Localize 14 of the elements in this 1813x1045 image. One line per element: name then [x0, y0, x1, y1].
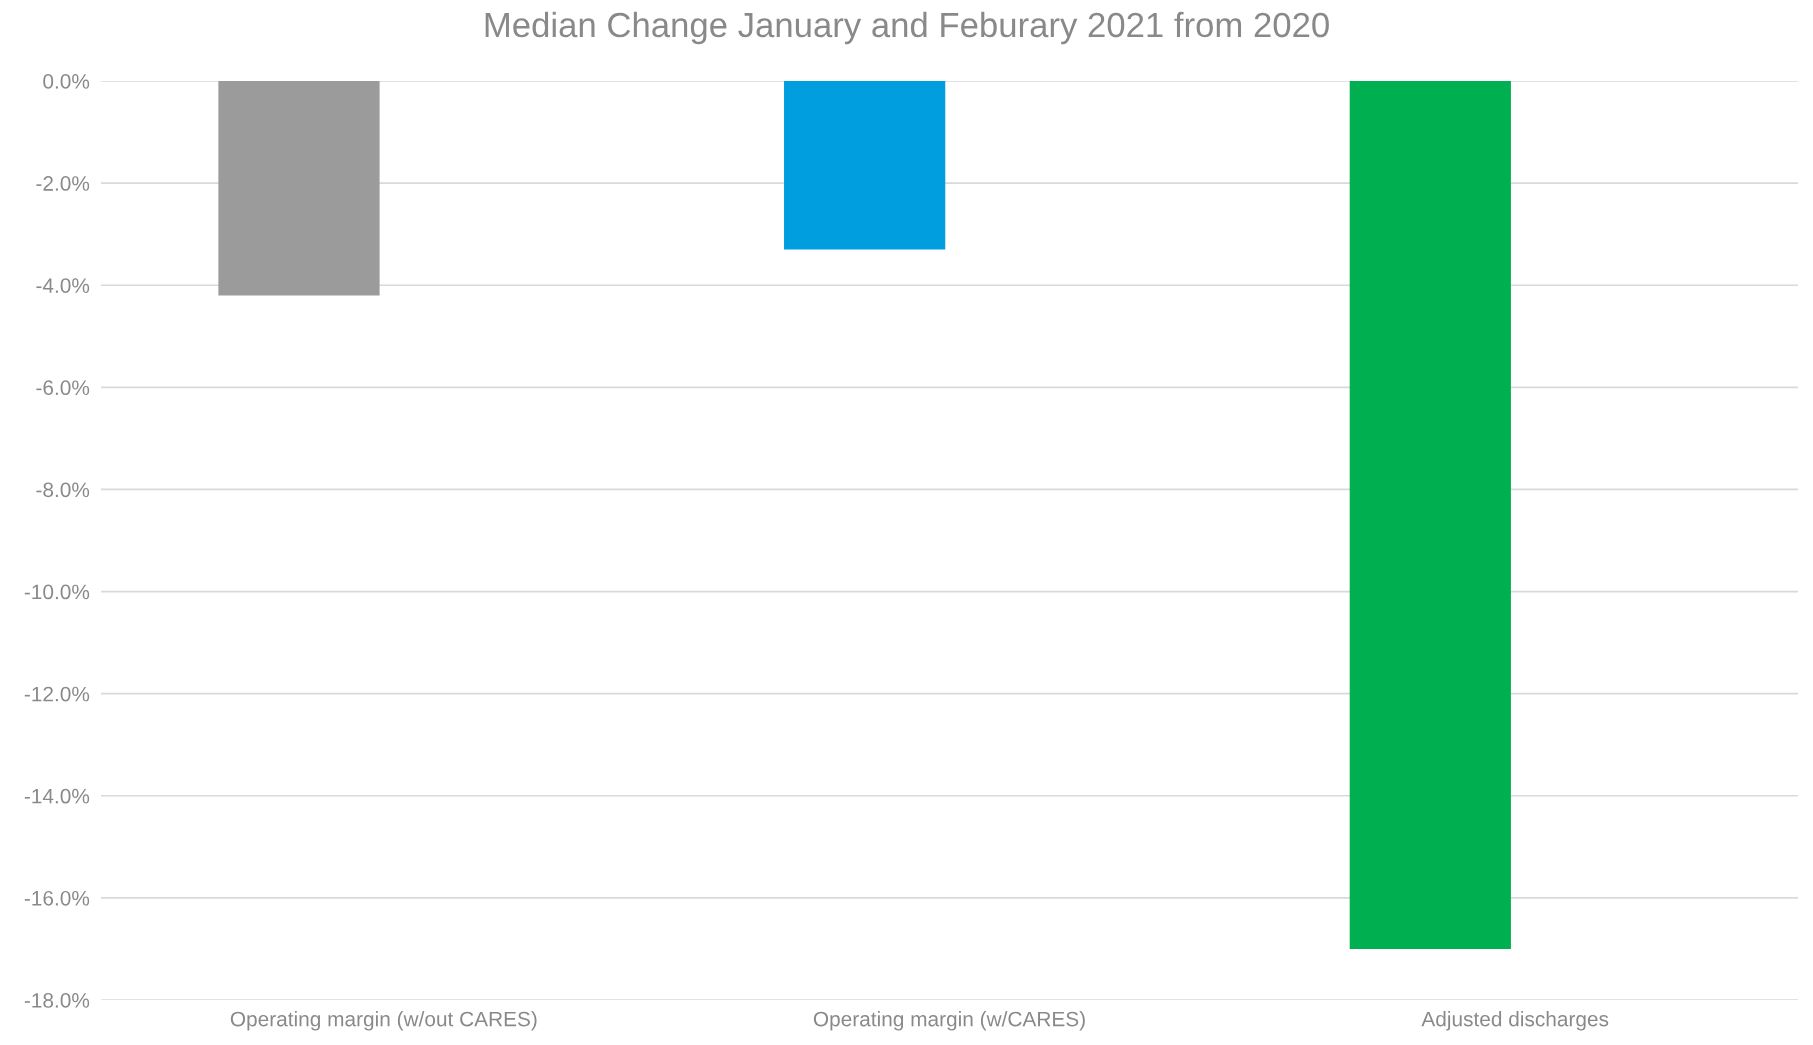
chart-title: Median Change January and Feburary 2021 from 2020	[485, 11, 1329, 45]
y-tick-label: -4.0%	[36, 278, 90, 293]
x-tick-label: Operating margin (w/CARES)	[813, 1011, 1085, 1031]
x-tick-label: Operating margin (w/out CARES)	[230, 1011, 537, 1031]
x-tick-label: Adjusted discharges	[1421, 1011, 1609, 1031]
y-tick-label: -16.0%	[24, 890, 90, 906]
y-tick-label: -10.0%	[24, 584, 90, 600]
y-tick-label: -2.0%	[36, 176, 90, 191]
y-tick-label: -14.0%	[24, 788, 90, 804]
y-tick-label: -6.0%	[36, 380, 90, 396]
y-tick-label: 0.0%	[43, 74, 90, 89]
y-tick-label: -8.0%	[36, 482, 90, 498]
y-tick-label: -18.0%	[24, 993, 90, 1008]
y-tick-label: -12.0%	[24, 686, 90, 702]
